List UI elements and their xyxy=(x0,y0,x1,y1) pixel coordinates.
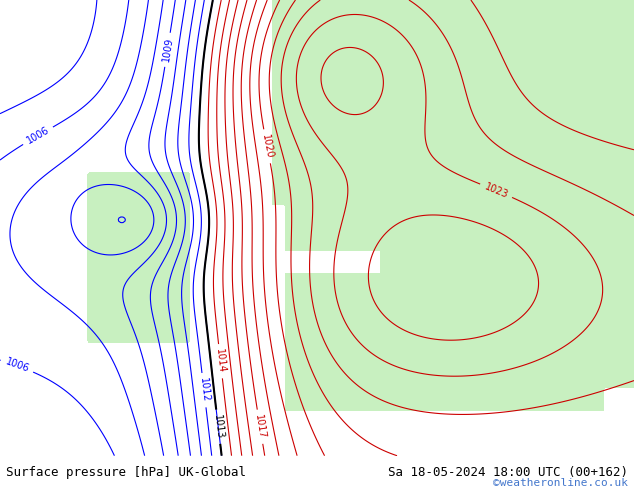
Text: 1006: 1006 xyxy=(25,125,51,146)
Text: 1006: 1006 xyxy=(4,357,30,375)
Text: 1013: 1013 xyxy=(212,414,224,440)
Text: 1017: 1017 xyxy=(253,414,267,440)
Text: Surface pressure [hPa] UK-Global: Surface pressure [hPa] UK-Global xyxy=(6,466,247,479)
Text: ©weatheronline.co.uk: ©weatheronline.co.uk xyxy=(493,478,628,488)
Text: 1014: 1014 xyxy=(214,348,227,374)
Text: 1020: 1020 xyxy=(260,133,275,159)
Text: Sa 18-05-2024 18:00 UTC (00+162): Sa 18-05-2024 18:00 UTC (00+162) xyxy=(387,466,628,479)
Text: 1009: 1009 xyxy=(160,37,174,63)
Text: 1023: 1023 xyxy=(483,181,510,200)
Text: 1012: 1012 xyxy=(198,377,210,403)
